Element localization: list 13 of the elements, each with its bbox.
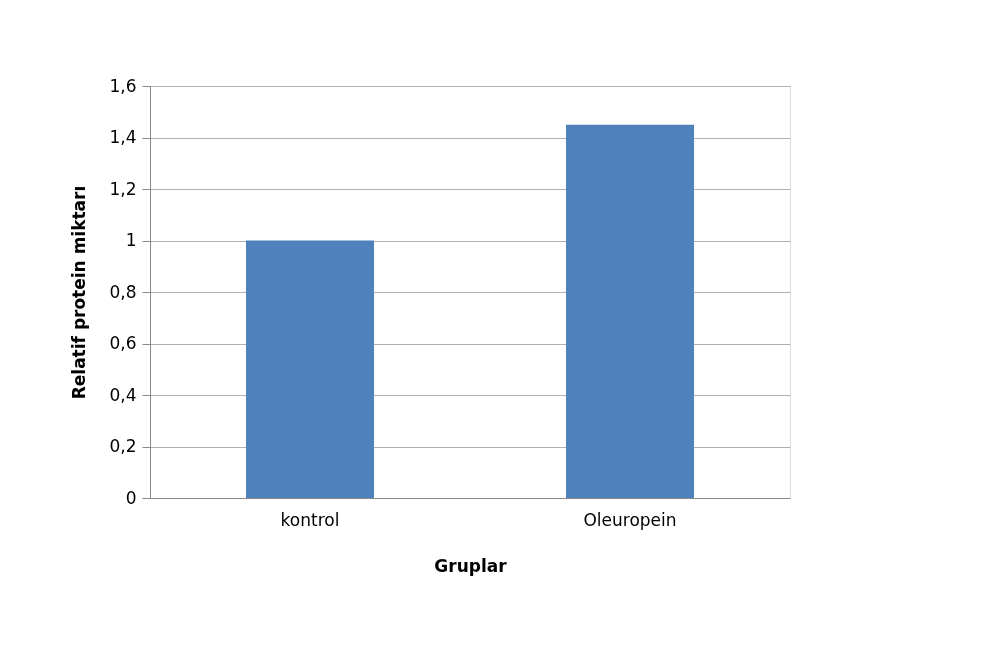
y-tick-label: 0 bbox=[125, 487, 137, 508]
y-tick-label: 1,4 bbox=[109, 127, 137, 147]
y-tick-label: 0,2 bbox=[109, 436, 137, 456]
y-tick-label: 0,4 bbox=[109, 384, 137, 405]
x-tick-label: Oleuropein bbox=[583, 509, 677, 530]
y-tick-label: 1,2 bbox=[109, 178, 137, 199]
y-tick-label: 0,8 bbox=[109, 281, 137, 302]
y-axis-title: Relatif protein miktarı bbox=[69, 185, 90, 400]
y-tick-label: 1 bbox=[125, 230, 137, 250]
y-tick-label: 1,6 bbox=[109, 75, 137, 96]
y-tick-label: 0,6 bbox=[109, 333, 137, 353]
x-tick-label: kontrol bbox=[280, 509, 340, 530]
x-axis-title: Gruplar bbox=[434, 555, 508, 576]
